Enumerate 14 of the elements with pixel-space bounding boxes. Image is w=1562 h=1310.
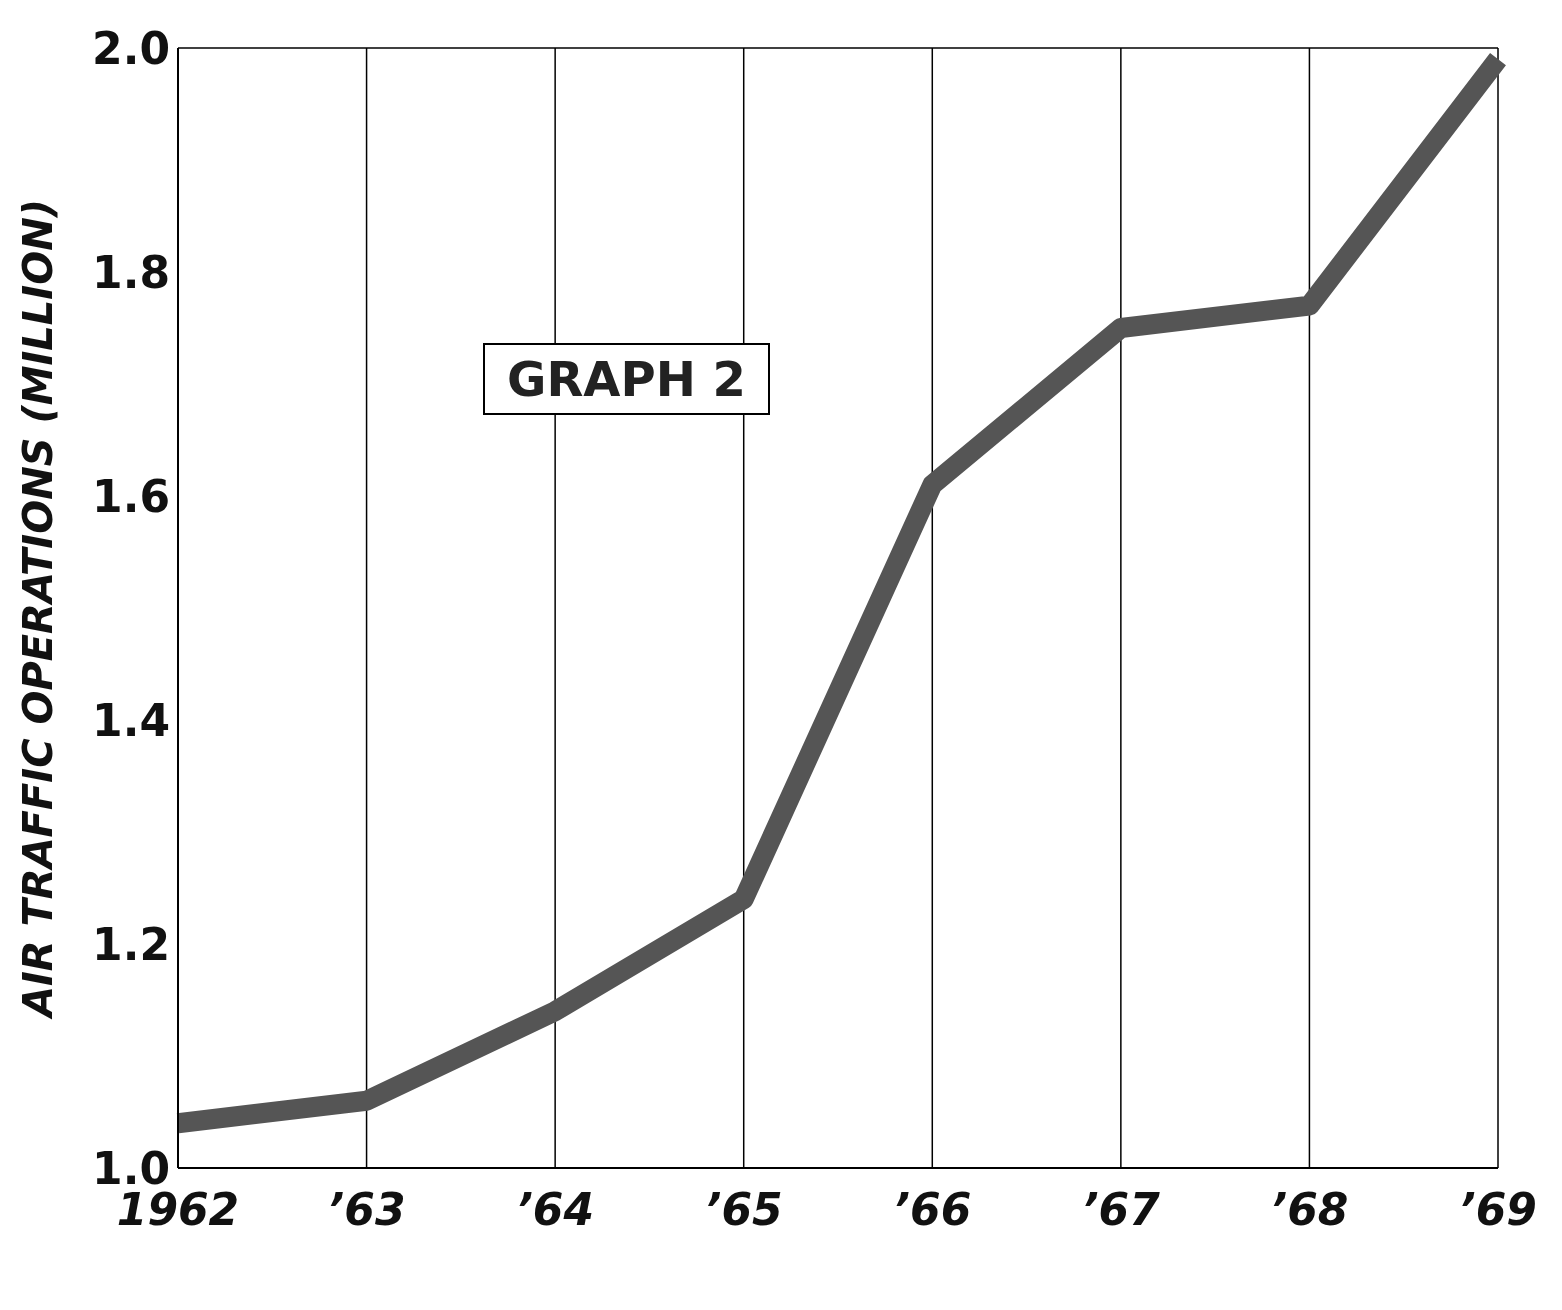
x-tick-label: ’69 [1459, 1184, 1537, 1236]
x-tick-label: ’68 [1270, 1184, 1349, 1236]
annotation: GRAPH 2 [483, 343, 770, 415]
x-tick-label: ’63 [327, 1184, 406, 1236]
y-tick-label: 1.2 [92, 918, 170, 970]
y-axis-title: AIR TRAFFIC OPERATIONS (MILLION) [15, 199, 62, 1020]
y-tick-label: 2.0 [92, 22, 170, 74]
x-tick-label: ’67 [1081, 1184, 1161, 1236]
x-tick-label: ’66 [893, 1184, 972, 1236]
y-tick-label: 1.4 [92, 694, 170, 746]
x-tick-label: ’65 [704, 1184, 783, 1236]
y-tick-label: 1.6 [92, 470, 170, 522]
x-tick-label: ’64 [516, 1184, 595, 1236]
y-tick-label: 1.8 [92, 246, 170, 298]
